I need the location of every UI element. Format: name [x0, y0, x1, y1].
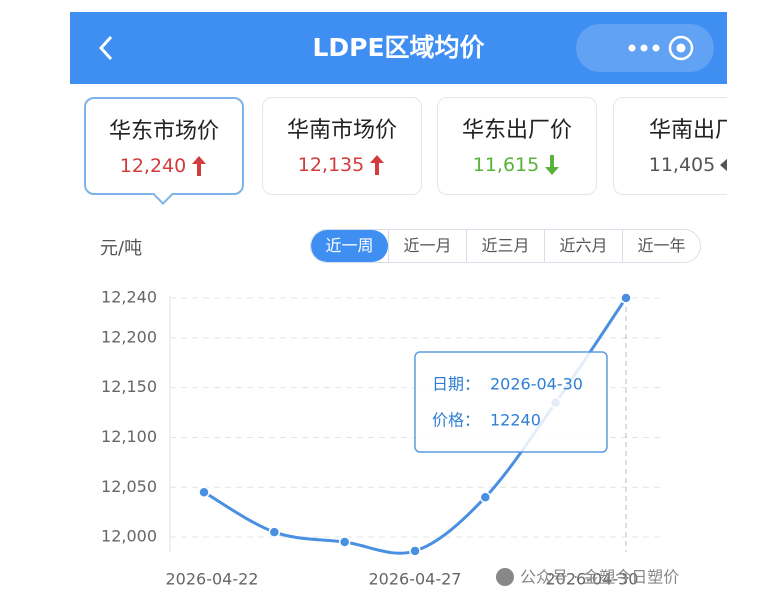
- y-tick-label: 12,050: [101, 477, 157, 496]
- tooltip-date-label: 日期：: [432, 375, 480, 394]
- y-tick-label: 12,100: [101, 427, 157, 446]
- price-card[interactable]: 华东出厂价 11,615: [437, 97, 597, 195]
- card-price: 11,615: [472, 154, 540, 176]
- card-price-row: 11,615: [438, 154, 596, 176]
- y-tick-label: 12,240: [101, 288, 157, 307]
- range-tabs: 近一周 近一月 近三月 近六月 近一年: [310, 229, 701, 263]
- data-point: [479, 491, 492, 503]
- range-tab[interactable]: 近六月: [544, 230, 622, 262]
- price-card[interactable]: 华南市场价 12,135: [262, 97, 422, 195]
- card-name: 华东出厂价: [461, 118, 572, 143]
- y-tick-label: 12,200: [101, 327, 157, 346]
- tooltip-price-label: 价格：: [432, 411, 480, 430]
- x-tick-label: 2026-04-27: [368, 570, 461, 589]
- page-title: LDPE区域均价: [312, 33, 485, 62]
- range-tab[interactable]: 近三月: [466, 230, 544, 262]
- trend-arrow: [720, 159, 727, 171]
- nav-bar: LDPE区域均价: [70, 12, 727, 84]
- range-tab[interactable]: 近一月: [388, 230, 466, 262]
- tooltip-box: [414, 351, 608, 453]
- card-name: 华南出厂: [648, 118, 727, 143]
- data-point: [198, 486, 210, 498]
- y-tick-label: 12,150: [101, 377, 157, 396]
- card-price: 11,405: [648, 154, 716, 176]
- data-point: [620, 292, 632, 304]
- arrow-shape: [192, 156, 207, 176]
- card-price: 12,240: [119, 155, 187, 177]
- trend-arrow: [192, 156, 207, 176]
- tooltip-date: 2026-04-30: [490, 375, 583, 394]
- x-tick-label: 2026-04-22: [166, 570, 259, 589]
- capsule-icons[interactable]: [576, 24, 714, 72]
- card-name: 华南市场价: [286, 118, 397, 143]
- data-point: [268, 526, 281, 538]
- range-tab[interactable]: 近一周: [311, 230, 388, 262]
- range-tab[interactable]: 近一年: [622, 230, 700, 262]
- back-button[interactable]: [96, 34, 116, 62]
- card-price: 12,135: [297, 154, 365, 176]
- card-price-row: 12,240: [86, 155, 242, 177]
- card-price-row: 11,405: [614, 154, 727, 176]
- unit-label: 元/吨: [100, 238, 143, 259]
- trend-arrow: [370, 155, 385, 175]
- arrow-shape: [720, 159, 727, 171]
- card-price-row: 12,135: [263, 154, 421, 176]
- capsule: [576, 24, 714, 72]
- arrow-shape: [370, 155, 385, 175]
- tooltip-price: 12240: [490, 411, 541, 430]
- watermark: 公众号 · 金塑今日塑价: [496, 568, 679, 587]
- price-card[interactable]: 华南出厂 11,405: [613, 97, 727, 195]
- y-tick-label: 12,000: [101, 527, 157, 546]
- card-row: 华东市场价 12,240 华南市场价 12,135 华东出厂价 11,615 华南出厂 11,…: [70, 92, 727, 212]
- arrow-shape: [545, 155, 560, 175]
- data-point: [338, 536, 351, 548]
- card-name: 华东市场价: [108, 119, 219, 144]
- x-tick-label: 2026-04-30: [546, 570, 639, 589]
- data-point: [409, 545, 421, 557]
- price-card[interactable]: 华东市场价 12,240: [84, 97, 244, 195]
- trend-arrow: [545, 155, 560, 175]
- watermark-text: 公众号 · 金塑今日塑价: [520, 568, 679, 587]
- wechat-icon: [496, 568, 514, 586]
